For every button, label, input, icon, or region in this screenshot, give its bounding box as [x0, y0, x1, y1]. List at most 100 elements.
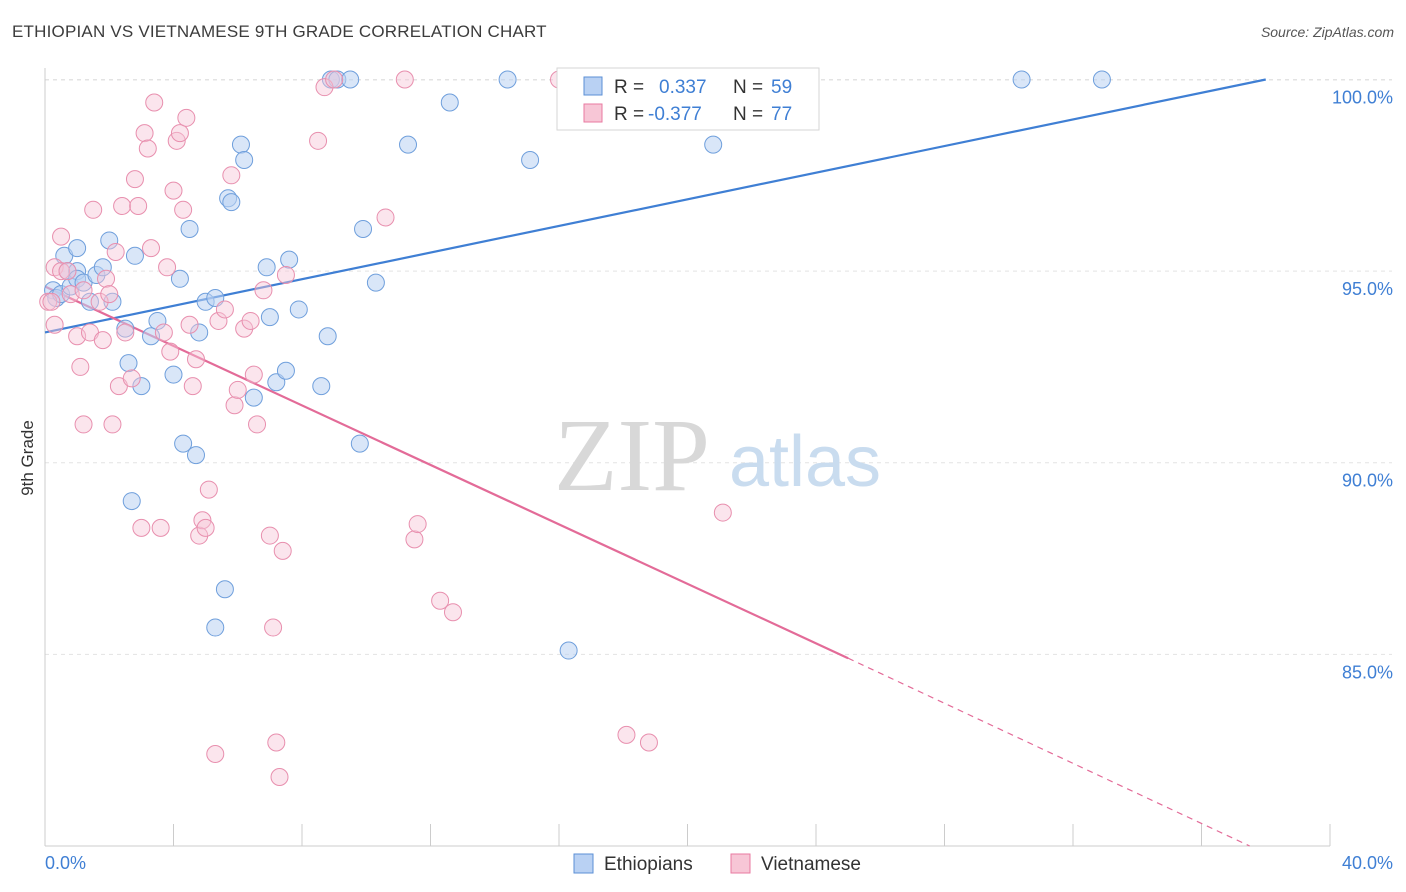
- ethiopians-point: [231, 135, 250, 154]
- vietnamese-point: [254, 281, 273, 300]
- vietnamese-point: [199, 480, 218, 499]
- vietnamese-point: [235, 319, 254, 338]
- vietnamese-point: [267, 733, 286, 752]
- vietnamese-point: [186, 350, 205, 369]
- vietnamese-point: [180, 315, 199, 334]
- vietnamese-point: [228, 380, 247, 399]
- ethiopians-point: [164, 365, 183, 384]
- vietnamese-point: [164, 181, 183, 200]
- vietnamese-point: [431, 591, 450, 610]
- vietnamese-point: [244, 365, 263, 384]
- vietnamese-point: [395, 70, 414, 89]
- ethiopians-point: [148, 311, 167, 330]
- y-axis-label: 9th Grade: [18, 420, 37, 496]
- vietnamese-point: [84, 200, 103, 219]
- ethiopians-point: [119, 354, 138, 373]
- vietnamese-point: [713, 503, 732, 522]
- vietnamese-point: [52, 227, 71, 246]
- ethiopians-point: [318, 327, 337, 346]
- vietnamese-point: [325, 70, 344, 89]
- legend-swatch-vietnamese: [583, 103, 603, 123]
- vietnamese-point: [617, 725, 636, 744]
- series-legend-label-ethiopians: Ethiopians: [604, 854, 693, 875]
- vietnamese-point: [135, 124, 154, 143]
- vietnamese-point: [225, 396, 244, 415]
- vietnamese-point: [443, 603, 462, 622]
- vietnamese-point: [93, 331, 112, 350]
- x-tick-label: 40.0%: [1342, 853, 1393, 873]
- vietnamese-point: [125, 170, 144, 189]
- ethiopians-point: [559, 641, 578, 660]
- ethiopians-point: [341, 70, 360, 89]
- watermark-atlas: atlas: [729, 422, 881, 502]
- legend-n-value: 59: [771, 77, 792, 98]
- vietnamese-point: [90, 292, 109, 311]
- vietnamese-point: [273, 541, 292, 560]
- ethiopians-point: [704, 135, 723, 154]
- ethiopians-point: [215, 580, 234, 599]
- ethiopians-point: [206, 288, 225, 307]
- ethiopians-point: [366, 273, 385, 292]
- vietnamese-point: [122, 369, 141, 388]
- ethiopians-point: [125, 246, 144, 265]
- y-tick-label: 85.0%: [1342, 662, 1393, 682]
- vietnamese-trend-extension: [847, 657, 1250, 847]
- vietnamese-point: [206, 745, 225, 764]
- data-points: [39, 70, 1111, 787]
- vietnamese-point: [142, 239, 161, 258]
- ethiopians-point: [116, 319, 135, 338]
- vietnamese-point: [215, 300, 234, 319]
- y-tick-label: 100.0%: [1332, 87, 1393, 107]
- vietnamese-point: [315, 78, 334, 97]
- legend-swatch-ethiopians: [583, 76, 603, 96]
- y-tick-label: 95.0%: [1342, 279, 1393, 299]
- ethiopians-point: [244, 388, 263, 407]
- x-tick-label: 0.0%: [45, 853, 86, 873]
- vietnamese-point: [196, 518, 215, 537]
- vietnamese-point: [74, 415, 93, 434]
- ethiopians-point: [174, 434, 193, 453]
- ethiopians-point: [289, 300, 308, 319]
- source-label: Source: ZipAtlas.com: [1260, 24, 1394, 40]
- legend-n-value: 77: [771, 104, 792, 125]
- watermark-zip: ZIP: [554, 398, 710, 513]
- vietnamese-point: [103, 415, 122, 434]
- vietnamese-point: [97, 269, 116, 288]
- vietnamese-point: [71, 357, 90, 376]
- ethiopians-point: [68, 239, 87, 258]
- vietnamese-point: [174, 200, 193, 219]
- vietnamese-point: [74, 281, 93, 300]
- legend-r-label: R =: [614, 104, 644, 125]
- axes: 0.0% 40.0% 9th Grade: [18, 68, 1393, 873]
- series-legend: Ethiopians Vietnamese: [573, 853, 861, 875]
- vietnamese-point: [138, 139, 157, 158]
- ethiopians-point: [206, 618, 225, 637]
- vietnamese-point: [639, 733, 658, 752]
- vietnamese-point: [52, 262, 71, 281]
- ethiopians-point: [521, 150, 540, 169]
- ethiopians-point: [122, 492, 141, 511]
- ethiopians-point: [186, 446, 205, 465]
- vietnamese-point: [58, 262, 77, 281]
- gridlines: 85.0% 90.0% 95.0% 100.0%: [45, 78, 1393, 682]
- ethiopians-point: [276, 361, 295, 380]
- ethiopians-point: [280, 250, 299, 269]
- legend-r-value: -0.377: [648, 104, 702, 125]
- vietnamese-point: [260, 526, 279, 545]
- ethiopians-point: [222, 193, 241, 212]
- ethiopians-point: [257, 258, 276, 277]
- vietnamese-point: [154, 323, 173, 342]
- vietnamese-point: [45, 315, 64, 334]
- legend-r-label: R =: [614, 77, 644, 98]
- legend-n-label: N =: [733, 104, 763, 125]
- vietnamese-point: [309, 131, 328, 150]
- vietnamese-point: [129, 196, 148, 215]
- series-legend-swatch-vietnamese: [730, 853, 751, 874]
- ethiopians-point: [260, 308, 279, 327]
- ethiopians-point: [440, 93, 459, 112]
- vietnamese-point: [190, 526, 209, 545]
- vietnamese-point: [183, 377, 202, 396]
- ethiopians-point: [170, 269, 189, 288]
- vietnamese-point: [276, 265, 295, 284]
